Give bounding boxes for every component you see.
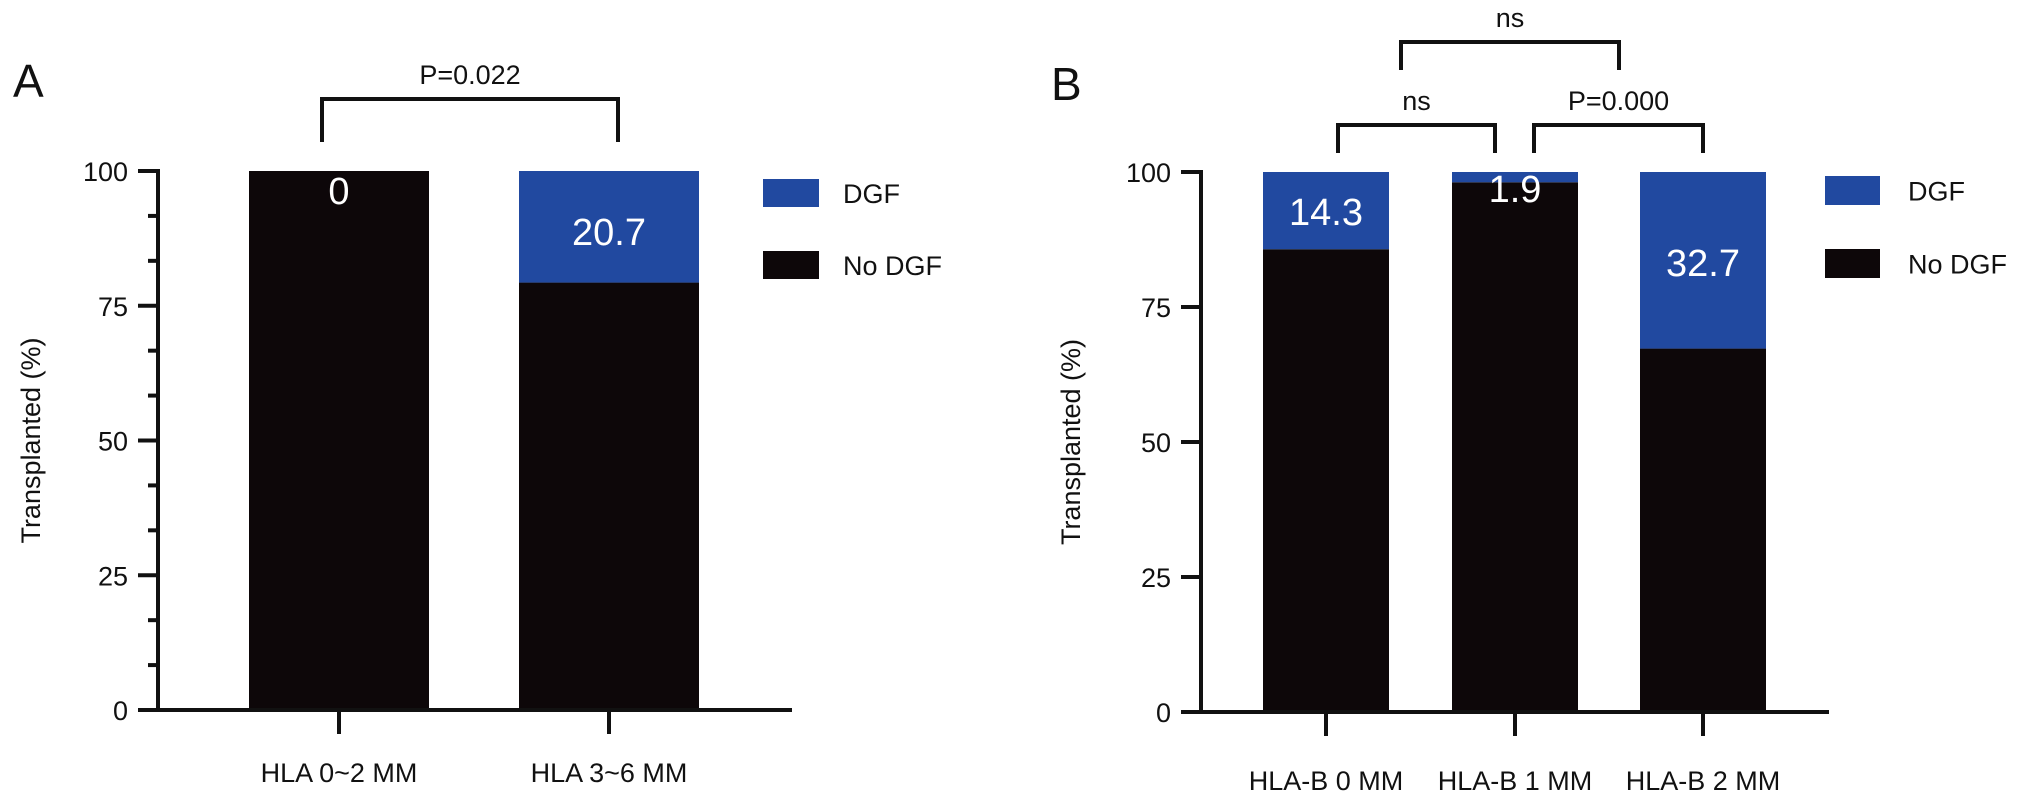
data-label: 14.3: [1289, 192, 1363, 234]
x-tick-label: HLA 3~6 MM: [531, 758, 688, 788]
data-label: 0: [328, 171, 349, 213]
bar-dgf-1: [519, 171, 699, 283]
legend-swatch: [1825, 249, 1880, 278]
y-tick-label: 75: [98, 292, 128, 322]
significance-label: ns: [1402, 86, 1431, 116]
bar-dgf-0: [1263, 172, 1389, 250]
y-tick-label: 75: [1141, 293, 1171, 323]
x-tick-label: HLA-B 1 MM: [1438, 766, 1593, 796]
y-tick-label: 0: [113, 696, 128, 726]
y-tick-label: 25: [98, 561, 128, 591]
significance-bracket: [1336, 123, 1497, 153]
significance-bracket: [1532, 123, 1705, 153]
panel-b: B 14.3 HLA-B 0 MM 1.9 HLA-B 1 MM 32.7 HLA-B 2 …: [1051, 3, 2007, 796]
bar-no-dgf-1: [1452, 182, 1578, 712]
data-label: 1.9: [1489, 169, 1542, 211]
bar-no-dgf-0: [1263, 249, 1389, 712]
y-tick-label: 25: [1141, 563, 1171, 593]
legend-swatch: [763, 179, 819, 207]
bar-no-dgf-2: [1640, 348, 1766, 712]
x-tick-label: HLA-B 0 MM: [1249, 766, 1404, 796]
legend-swatch: [763, 251, 819, 279]
x-tick-label: HLA 0~2 MM: [261, 758, 418, 788]
y-tick-label: 100: [83, 157, 128, 187]
bar-no-dgf-0: [249, 171, 429, 710]
significance-label: ns: [1496, 3, 1525, 33]
bar-dgf-1: [1452, 172, 1578, 183]
data-label: 20.7: [572, 212, 646, 254]
significance-label: P=0.000: [1568, 86, 1669, 116]
y-tick-label: 50: [1141, 428, 1171, 458]
panel-a: A 0 HLA 0~2 MM 20.7 HLA 3~6 MM 0 25 50 75 100 Tran…: [13, 55, 942, 788]
y-tick-label: 50: [98, 427, 128, 457]
legend-swatch: [1825, 176, 1880, 205]
panel-label: A: [13, 55, 44, 107]
y-axis-title: Transplanted (%): [16, 337, 46, 543]
bar-dgf-2: [1640, 172, 1766, 349]
bar-no-dgf-1: [519, 282, 699, 710]
y-axis-title: Transplanted (%): [1056, 339, 1086, 545]
legend-label: No DGF: [843, 251, 942, 281]
x-tick-label: HLA-B 2 MM: [1626, 766, 1781, 796]
significance-bracket: [1399, 40, 1621, 70]
y-tick-label: 0: [1156, 698, 1171, 728]
legend-label: DGF: [1908, 177, 1965, 207]
legend-label: DGF: [843, 179, 900, 209]
data-label: 32.7: [1666, 243, 1740, 285]
significance-bracket: [320, 97, 620, 142]
y-tick-label: 100: [1126, 158, 1171, 188]
panel-label: B: [1051, 58, 1082, 110]
legend-label: No DGF: [1908, 250, 2007, 280]
significance-label: P=0.022: [419, 60, 520, 90]
